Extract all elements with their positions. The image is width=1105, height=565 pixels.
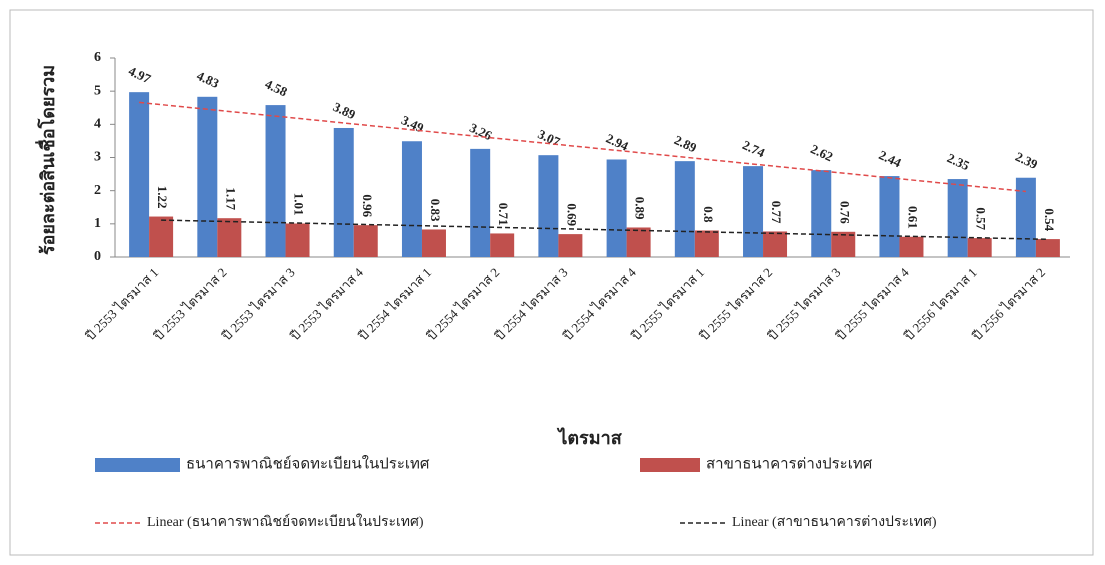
bar <box>1015 177 1036 257</box>
legend-swatch <box>640 458 700 472</box>
bar <box>967 238 992 257</box>
bar <box>353 225 378 257</box>
data-label: 0.83 <box>428 199 443 222</box>
y-tick-label: 0 <box>94 249 101 264</box>
bar <box>763 231 788 257</box>
bar <box>694 230 719 257</box>
data-label: 0.76 <box>837 201 852 224</box>
bar <box>490 233 515 257</box>
bar <box>401 141 422 257</box>
bar <box>558 234 583 257</box>
bar <box>811 170 832 257</box>
data-label: 0.89 <box>633 197 648 220</box>
data-label: 0.69 <box>564 203 579 226</box>
bar <box>743 166 764 257</box>
legend-label: สาขาธนาคารต่างประเทศ <box>706 456 873 472</box>
data-label: 1.01 <box>292 193 307 216</box>
bar <box>947 179 968 257</box>
y-tick-label: 3 <box>94 150 101 165</box>
data-label: 0.8 <box>701 206 716 223</box>
data-label: 1.22 <box>155 186 170 209</box>
legend-label: ธนาคารพาณิชย์จดทะเบียนในประเทศ <box>186 454 430 472</box>
legend-label: Linear (ธนาคารพาณิชย์จดทะเบียนในประเทศ) <box>147 513 424 530</box>
bar <box>899 236 924 257</box>
bar <box>217 218 242 257</box>
bar <box>1035 239 1060 257</box>
y-tick-label: 1 <box>94 216 101 231</box>
data-label: 0.54 <box>1042 208 1057 231</box>
legend-swatch <box>95 458 180 472</box>
data-label: 0.96 <box>360 194 375 217</box>
bar <box>674 161 695 257</box>
bar <box>831 231 856 257</box>
y-tick-label: 4 <box>94 117 101 132</box>
bar <box>470 148 491 257</box>
y-axis-title: ร้อยละต่อสินเชื่อโดยรวม <box>35 65 58 255</box>
bar <box>149 216 174 257</box>
data-label: 0.71 <box>496 203 511 226</box>
bar <box>626 227 651 257</box>
chart-frame <box>9 9 1094 556</box>
data-label: 0.57 <box>974 207 989 230</box>
x-axis-title: ไตรมาส <box>556 427 622 448</box>
bar <box>333 127 354 258</box>
trendline <box>161 219 1048 241</box>
bar <box>265 105 286 257</box>
bar <box>129 92 150 257</box>
bar <box>197 96 218 258</box>
y-tick-label: 5 <box>94 83 101 98</box>
bar <box>421 229 446 257</box>
bar <box>538 155 559 257</box>
data-label: 0.61 <box>905 206 920 229</box>
bar <box>879 176 900 257</box>
y-tick-label: 6 <box>94 50 101 65</box>
data-label: 0.77 <box>769 201 784 224</box>
data-label: 1.17 <box>223 187 238 210</box>
legend-label: Linear (สาขาธนาคารต่างประเทศ) <box>732 515 937 530</box>
y-tick-label: 2 <box>94 183 101 198</box>
bar <box>606 159 627 257</box>
bar <box>285 223 310 257</box>
trendline <box>139 101 1026 193</box>
